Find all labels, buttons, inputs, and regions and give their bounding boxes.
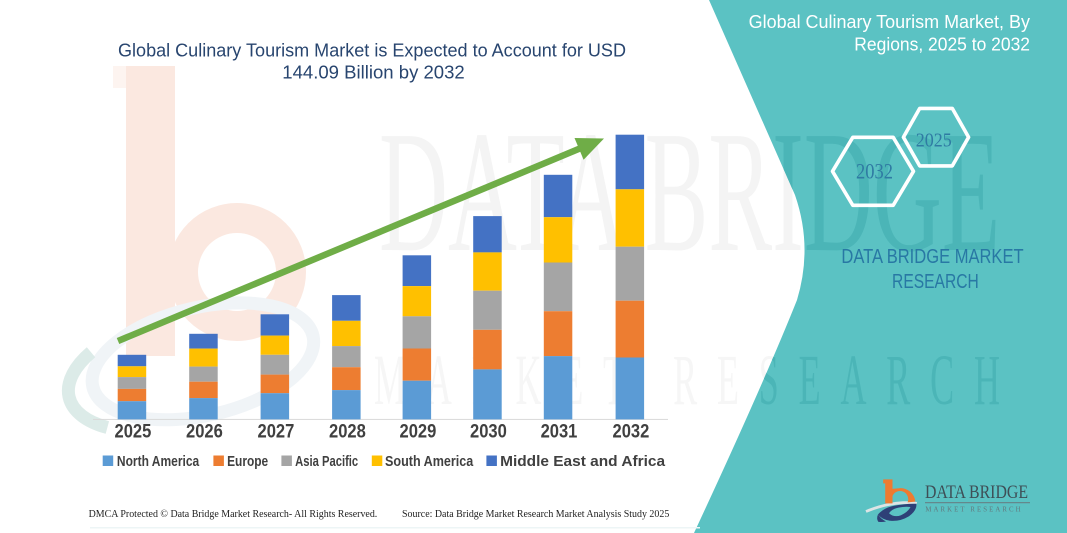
- svg-text:Global Culinary Tourism Market: Global Culinary Tourism Market, By: [749, 11, 1031, 32]
- svg-text:2032: 2032: [613, 421, 650, 442]
- svg-text:RESEARCH: RESEARCH: [892, 271, 979, 293]
- svg-text:Source: Data Bridge Market Res: Source: Data Bridge Market Research Mark…: [402, 509, 669, 520]
- svg-text:2025: 2025: [916, 129, 952, 151]
- svg-text:DATA BRIDGE MARKET: DATA BRIDGE MARKET: [841, 246, 1023, 268]
- svg-text:2029: 2029: [400, 421, 437, 442]
- svg-text:South America: South America: [385, 454, 474, 470]
- svg-text:DMCA Protected © Data Bridge M: DMCA Protected © Data Bridge Market Rese…: [89, 509, 378, 520]
- svg-text:Regions, 2025 to 2032: Regions, 2025 to 2032: [854, 34, 1030, 55]
- svg-text:Asia Pacific: Asia Pacific: [295, 454, 358, 470]
- svg-text:North America: North America: [117, 454, 200, 470]
- svg-text:Europe: Europe: [227, 454, 268, 470]
- svg-text:2027: 2027: [258, 421, 295, 442]
- svg-text:2026: 2026: [186, 421, 223, 442]
- svg-text:2028: 2028: [329, 421, 366, 442]
- svg-text:2032: 2032: [856, 158, 893, 183]
- svg-text:DATA BRIDGE: DATA BRIDGE: [925, 483, 1028, 503]
- svg-text:2025: 2025: [115, 421, 152, 442]
- svg-text:2030: 2030: [470, 421, 507, 442]
- svg-text:2031: 2031: [541, 421, 578, 442]
- svg-text:Middle East and Africa: Middle East and Africa: [500, 454, 666, 470]
- svg-text:144.09 Billion by 2032: 144.09 Billion by 2032: [282, 62, 465, 83]
- svg-text:MARKET RESEARCH: MARKET RESEARCH: [925, 507, 1022, 514]
- svg-text:Global Culinary Tourism Market: Global Culinary Tourism Market is Expect…: [118, 40, 626, 61]
